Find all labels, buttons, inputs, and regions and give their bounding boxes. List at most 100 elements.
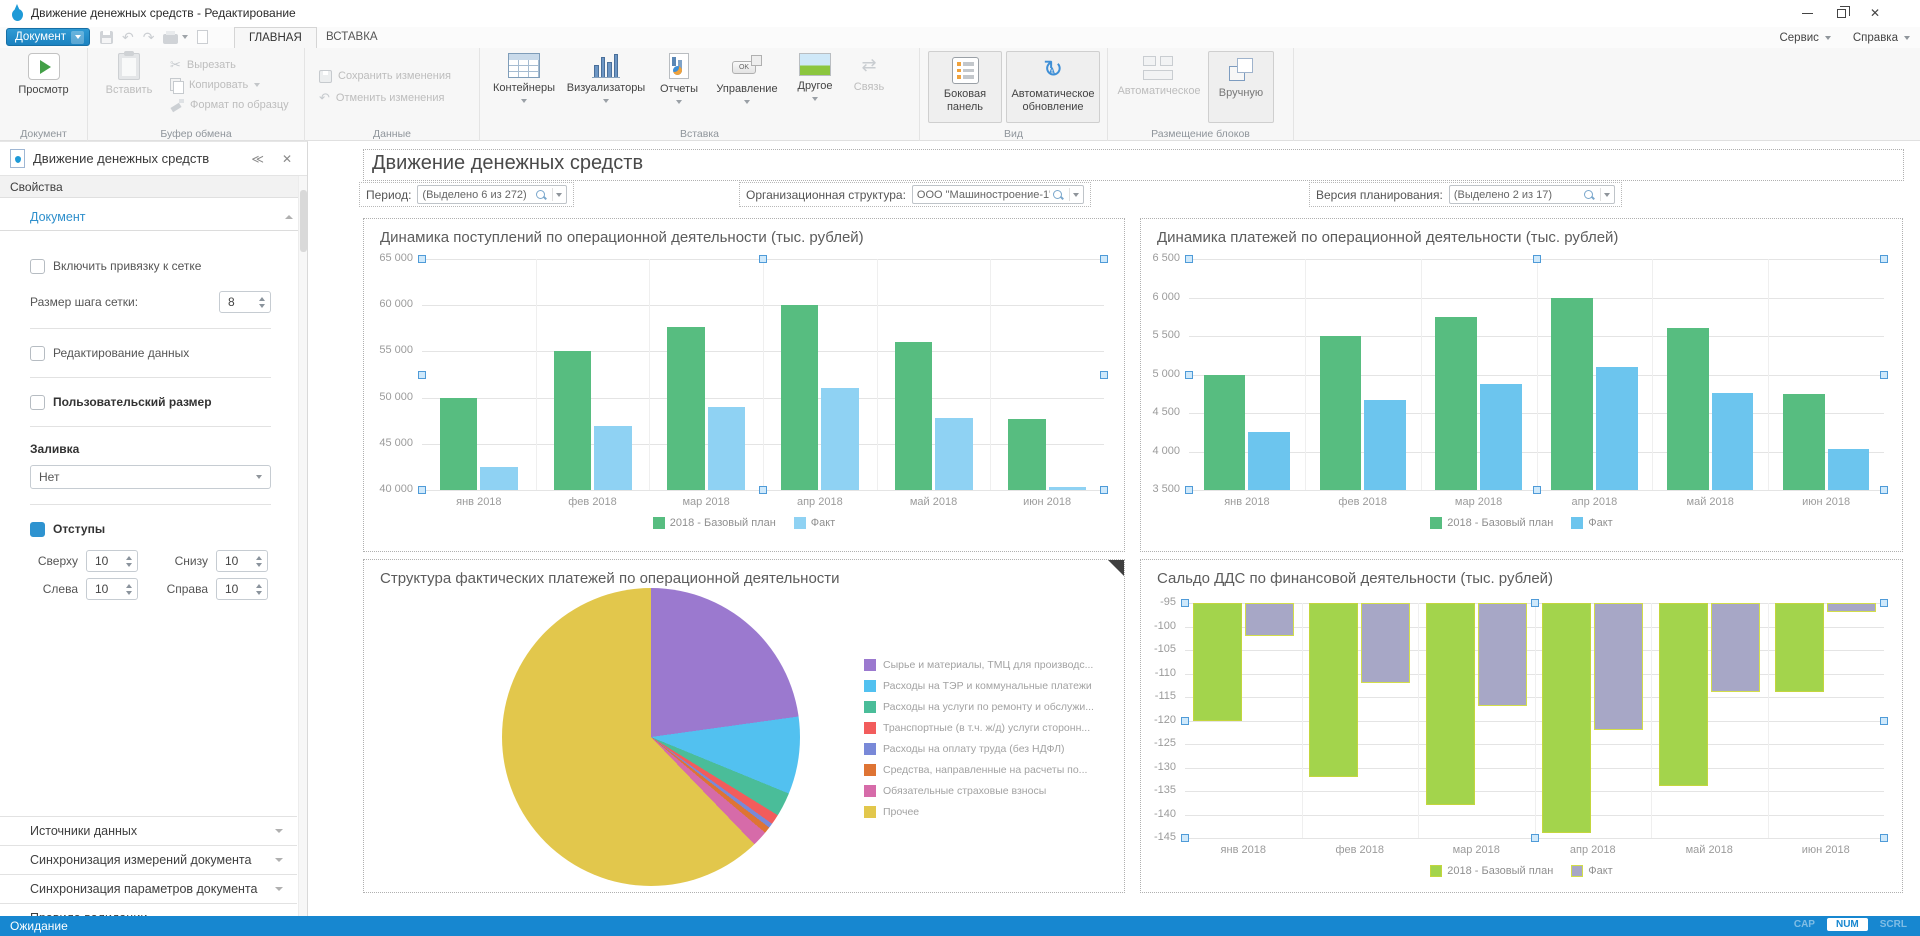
fill-select[interactable]: Нет: [30, 465, 271, 489]
selection-handle[interactable]: [1185, 486, 1193, 494]
bar: [1248, 432, 1291, 491]
ribbon-group-document: Просмотр Документ: [0, 48, 88, 141]
sidebar-section-синхронизация[interactable]: Синхронизация измерений документа: [0, 845, 297, 874]
help-menu[interactable]: Справка: [1853, 32, 1910, 44]
ribbon-group-clipboard: Вставить ✂ Вырезать Копировать Формат по …: [88, 48, 305, 141]
data-editing-label: Редактирование данных: [53, 346, 190, 360]
selection-handle[interactable]: [759, 486, 767, 494]
checkbox[interactable]: [30, 345, 45, 361]
y-tick-label: -145: [1153, 831, 1176, 843]
selection-handle[interactable]: [1530, 834, 1539, 842]
close-button[interactable]: ✕: [1869, 6, 1881, 20]
margins-checkbox[interactable]: Отступы: [30, 520, 271, 538]
tab-main[interactable]: ГЛАВНАЯ: [234, 27, 317, 48]
selection-handle[interactable]: [1880, 716, 1888, 725]
document-menu-button[interactable]: Документ: [6, 28, 90, 46]
snap-to-grid-checkbox[interactable]: Включить привязку к сетке: [30, 257, 271, 275]
selection-handle[interactable]: [1532, 486, 1541, 494]
selection-handle[interactable]: [418, 370, 426, 379]
selection-handle[interactable]: [1181, 716, 1189, 725]
filter-combobox-2[interactable]: (Выделено 2 из 17): [1448, 185, 1615, 204]
chevron-down-icon: [521, 99, 527, 103]
y-tick-label: -95: [1160, 596, 1176, 608]
selection-handle[interactable]: [1185, 255, 1193, 263]
bar: [439, 397, 478, 490]
selection-handle[interactable]: [418, 255, 426, 263]
chart-cashflow-balance[interactable]: Сальдо ДДС по финансовой деятельности (т…: [1140, 559, 1903, 893]
tab-insert[interactable]: ВСТАВКА: [326, 31, 378, 43]
y-tick-label: 6 500: [1152, 252, 1180, 264]
sidebar-section-правила[interactable]: Правила валидации: [0, 903, 297, 916]
visualizers-button[interactable]: Визуализаторы: [562, 48, 650, 104]
selection-handle[interactable]: [1100, 370, 1108, 379]
margin-bottom-stepper[interactable]: 10: [216, 550, 268, 572]
selection-handle[interactable]: [1185, 370, 1193, 379]
checkbox[interactable]: [30, 394, 45, 410]
selection-handle[interactable]: [1880, 486, 1888, 494]
containers-button[interactable]: Контейнеры: [486, 48, 562, 104]
margin-left-stepper[interactable]: 10: [86, 578, 138, 600]
legend-item: Сырье и материалы, ТМЦ для производс...: [864, 654, 1116, 675]
gridline-vertical: [1651, 603, 1652, 838]
x-tick-label: мар 2018: [1452, 844, 1500, 856]
restore-button[interactable]: [1824, 0, 1858, 26]
legend-swatch: [864, 742, 876, 755]
sidebar-section-источники[interactable]: Источники данных: [0, 816, 297, 845]
accordion-document-header[interactable]: Документ: [0, 198, 307, 231]
side-panel-button[interactable]: Боковая панель: [928, 51, 1002, 123]
selection-handle[interactable]: [1880, 255, 1888, 263]
controls-button[interactable]: OK Управление: [708, 48, 786, 104]
x-tick-label: май 2018: [1685, 844, 1733, 856]
checkbox-checked[interactable]: [30, 521, 45, 537]
sidebar-section-синхронизация[interactable]: Синхронизация параметров документа: [0, 874, 297, 903]
data-editing-checkbox[interactable]: Редактирование данных: [30, 344, 271, 362]
reports-button[interactable]: Отчеты: [650, 48, 708, 104]
grid-step-stepper[interactable]: 8: [219, 291, 271, 313]
collapse-panel-button[interactable]: ≪: [251, 151, 264, 166]
selection-handle[interactable]: [1181, 834, 1189, 842]
selection-handle[interactable]: [1880, 599, 1888, 607]
chart-receipts-dynamics[interactable]: Динамика поступлений по операционной дея…: [363, 218, 1125, 552]
selection-handle[interactable]: [1532, 255, 1541, 263]
auto-update-button[interactable]: ↻ A Автоматическое обновление: [1006, 51, 1100, 123]
scrollbar-thumb[interactable]: [300, 190, 307, 252]
selection-handle[interactable]: [1100, 486, 1108, 494]
spin-down-icon: [258, 303, 265, 308]
legend-label: 2018 - Базовый план: [1447, 517, 1554, 529]
manual-layout-button[interactable]: Вручную: [1208, 51, 1274, 123]
link-icon: ⇄: [861, 55, 877, 75]
minimize-button[interactable]: [1790, 0, 1824, 26]
service-menu[interactable]: Сервис: [1779, 32, 1831, 44]
chart-payments-structure-pie[interactable]: Структура фактических платежей по операц…: [363, 559, 1125, 893]
y-tick-label: 4 500: [1152, 406, 1180, 418]
selection-handle[interactable]: [1880, 370, 1888, 379]
checkbox[interactable]: [30, 258, 45, 274]
selection-handle[interactable]: [1181, 599, 1189, 607]
other-button[interactable]: Другое: [786, 48, 844, 104]
chart-payments-dynamics[interactable]: Динамика платежей по операционной деятел…: [1140, 218, 1903, 552]
group-label-insert: Вставка: [679, 128, 720, 140]
selection-handle[interactable]: [1530, 599, 1539, 607]
window-title: Движение денежных средств - Редактирован…: [31, 6, 296, 20]
chevron-down-icon: [812, 97, 818, 101]
selection-handle[interactable]: [1100, 255, 1108, 263]
sidebar-scrollbar[interactable]: [298, 176, 307, 916]
preview-button[interactable]: Просмотр: [0, 48, 87, 97]
filter-combobox-0[interactable]: (Выделено 6 из 272): [417, 185, 568, 204]
margin-right-stepper[interactable]: 10: [216, 578, 268, 600]
bar: [1008, 418, 1046, 490]
page-title[interactable]: Движение денежных средств: [363, 149, 1904, 181]
group-label-view: Вид: [1004, 128, 1023, 140]
close-panel-button[interactable]: ✕: [281, 151, 292, 166]
y-tick-label: -125: [1153, 737, 1176, 749]
selection-handle[interactable]: [759, 255, 767, 263]
selection-handle[interactable]: [418, 486, 426, 494]
margin-top-stepper[interactable]: 10: [86, 550, 138, 572]
custom-size-checkbox[interactable]: Пользовательский размер: [30, 393, 271, 411]
properties-tab[interactable]: Свойства: [0, 176, 307, 198]
bar: [1551, 297, 1593, 490]
filter-combobox-1[interactable]: ООО "Машиностроение-1": [911, 185, 1084, 204]
x-tick-label: янв 2018: [1224, 496, 1270, 508]
gridline-vertical: [1536, 259, 1538, 490]
selection-handle[interactable]: [1880, 834, 1888, 842]
